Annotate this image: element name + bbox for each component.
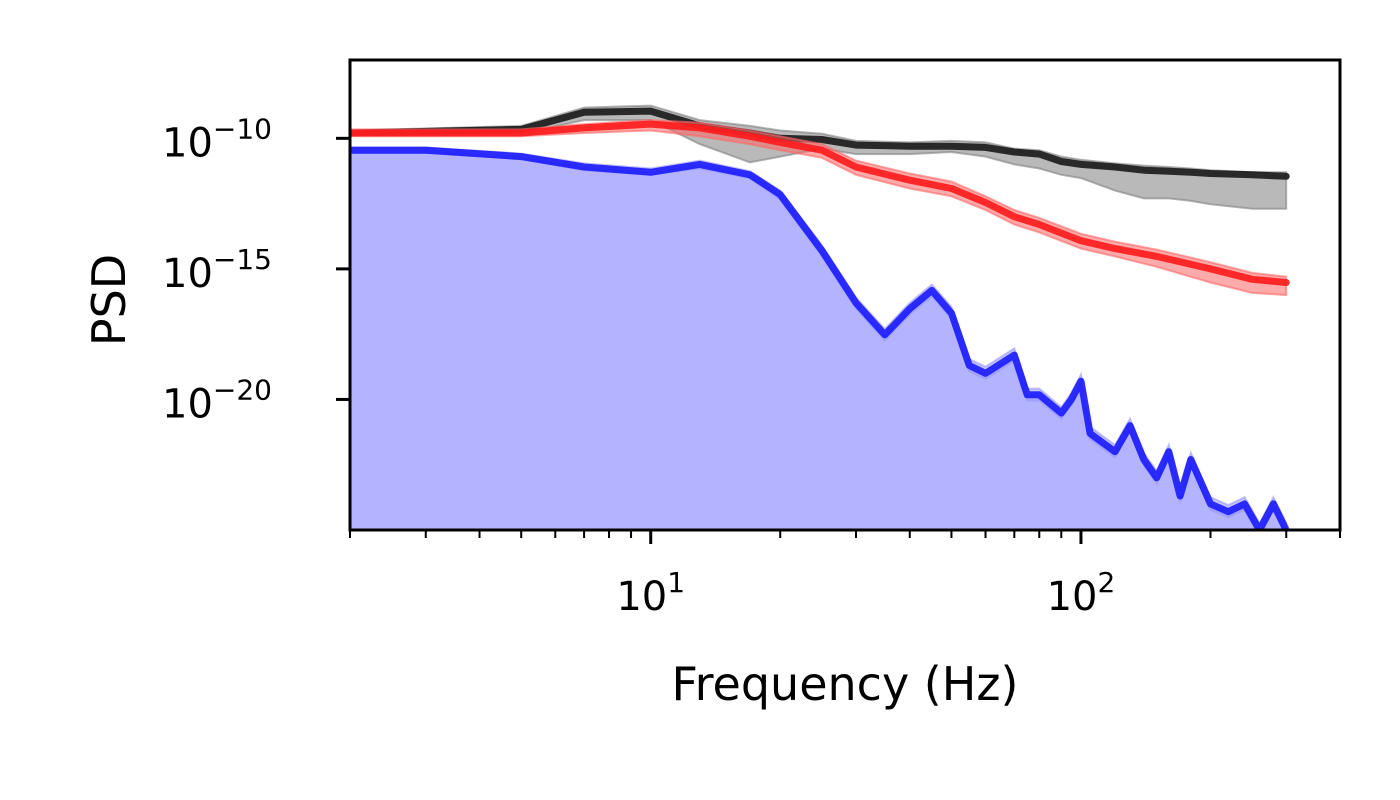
x-axis: 101 102	[349, 530, 1341, 620]
y-axis: 10−10 10−15 10−20	[162, 112, 350, 427]
x-tick-label-1: 102	[1047, 566, 1116, 620]
plot-frame	[348, 58, 1342, 532]
series-2	[350, 146, 1290, 530]
x-tick-label-0: 101	[616, 566, 685, 620]
y-tick-label-0: 10−10	[162, 112, 272, 166]
series-1-band	[350, 119, 1288, 297]
x-axis-label: Frequency (Hz)	[672, 657, 1019, 711]
series-2-band	[350, 146, 1288, 530]
plot-area	[350, 104, 1290, 530]
series-1	[350, 119, 1290, 297]
series-2-area-fill	[350, 150, 1287, 530]
series-1-line	[350, 120, 1290, 286]
y-axis-label: PSD	[82, 254, 136, 346]
y-tick-label-2: 10−20	[162, 373, 272, 427]
series-2-line	[350, 146, 1290, 530]
y-tick-label-1: 10−15	[162, 243, 272, 297]
